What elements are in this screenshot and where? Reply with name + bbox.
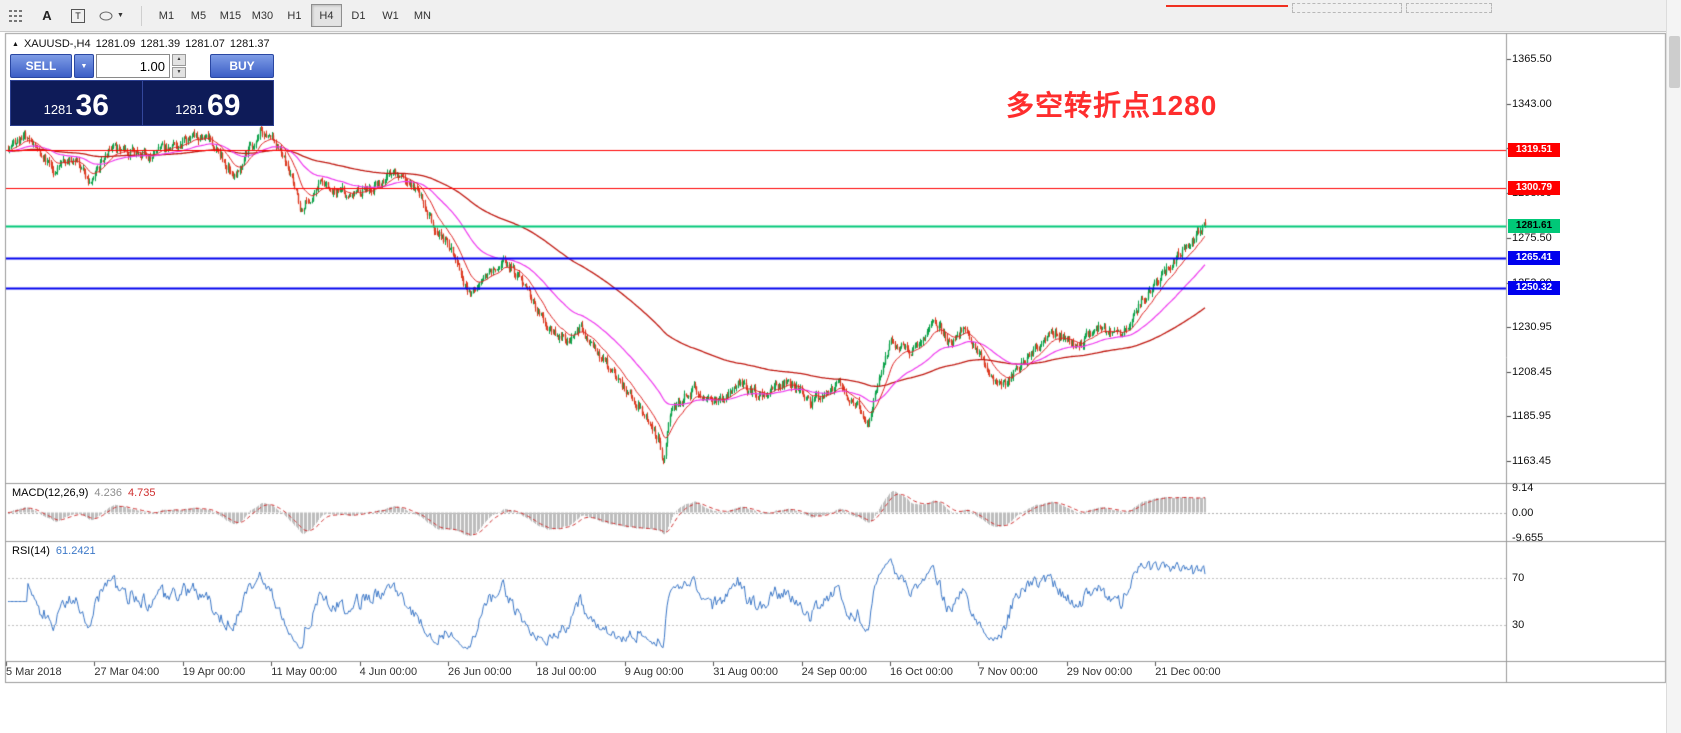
vertical-scrollbar[interactable]	[1666, 0, 1681, 733]
sell-price-pips: 36	[75, 89, 109, 122]
sell-price-integer: 1281	[43, 102, 73, 117]
buy-price-display[interactable]: 1281 69	[141, 81, 274, 125]
buy-button[interactable]: BUY	[210, 54, 274, 78]
timeframe-h1[interactable]: H1	[279, 4, 310, 27]
bar-high-value: 1281.39	[140, 38, 181, 50]
one-click-trading-panel: SELL ▼ ▲ ▼ BUY 1281 36 1281 69	[10, 54, 274, 126]
text-tool-icon: A	[42, 8, 52, 23]
timeframe-m15[interactable]: M15	[215, 4, 246, 27]
symbol-ohlc-line: ▲ XAUUSD-,H4 1281.09 1281.39 1281.07 1281.37	[12, 38, 275, 50]
red-annotation-line	[1166, 5, 1288, 7]
toolbar-separator	[140, 5, 142, 26]
label-tool-icon: T	[71, 8, 85, 23]
timeframe-m5[interactable]: M5	[183, 4, 214, 27]
rsi-indicator-label: RSI(14) 61.2421	[12, 545, 102, 557]
macd-indicator-label: MACD(12,26,9) 4.236 4.735	[12, 487, 161, 499]
rsi-value: 61.2421	[55, 545, 96, 557]
bar-open-value: 1281.09	[95, 38, 136, 50]
volume-spinner: ▲ ▼	[172, 54, 186, 78]
timeframe-m30[interactable]: M30	[247, 4, 278, 27]
buy-price-integer: 1281	[175, 102, 205, 117]
chevron-down-icon: ▼	[117, 12, 124, 19]
label-tool-button[interactable]: T	[66, 4, 90, 28]
symbol-name: XAUUSD-,H4	[23, 38, 91, 50]
timeframe-m1[interactable]: M1	[151, 4, 182, 27]
timeframe-mn[interactable]: MN	[407, 4, 438, 27]
bar-close-value: 1281.37	[229, 38, 270, 50]
text-tool-button[interactable]: A	[35, 4, 59, 28]
timeframe-w1[interactable]: W1	[375, 4, 406, 27]
chart-annotation-text: 多空转折点1280	[1006, 90, 1218, 121]
scrollbar-thumb[interactable]	[1669, 36, 1680, 88]
rsi-name: RSI(14)	[12, 545, 50, 557]
volume-down-button[interactable]: ▼	[172, 66, 186, 78]
dashed-selection-box	[1406, 3, 1492, 13]
shapes-icon	[99, 11, 113, 20]
bar-low-value: 1281.07	[185, 38, 225, 50]
macd-name: MACD(12,26,9)	[12, 487, 89, 499]
volume-up-button[interactable]: ▲	[172, 54, 186, 66]
bar-marker-icon: ▲	[12, 41, 19, 48]
shapes-dropdown-button[interactable]: ▼	[97, 4, 125, 28]
timeframe-h4[interactable]: H4	[310, 4, 342, 27]
sell-price-display[interactable]: 1281 36	[11, 81, 142, 125]
buy-price-pips: 69	[207, 89, 241, 122]
timeframe-d1[interactable]: D1	[343, 4, 374, 27]
sell-button[interactable]: SELL	[10, 54, 72, 78]
timeframe-group: M1 M5 M15 M30 H1 H4 D1 W1 MN	[151, 4, 439, 27]
volume-dropdown-button[interactable]: ▼	[74, 54, 94, 78]
macd-signal-value: 4.735	[127, 487, 156, 499]
dashed-selection-box	[1292, 3, 1402, 13]
grid-icon	[9, 9, 22, 22]
toolbar: A T ▼ M1 M5 M15 M30 H1 H4 D1 W1 MN	[0, 0, 1666, 32]
volume-input[interactable]	[96, 54, 170, 78]
macd-main-value: 4.236	[94, 487, 122, 499]
grid-tool-button[interactable]	[4, 4, 28, 28]
